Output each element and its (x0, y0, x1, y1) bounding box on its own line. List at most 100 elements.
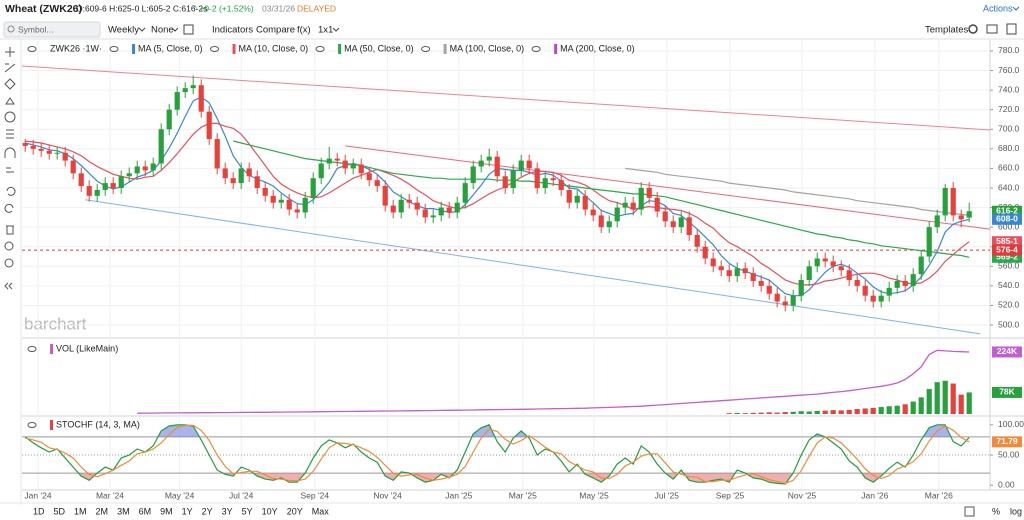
candle-body (238, 168, 244, 184)
delete-tool[interactable] (6, 225, 14, 235)
x-tick-label: Mar '26 (925, 490, 953, 500)
x-tick-label: Mar '25 (509, 490, 537, 500)
visibility-icon[interactable] (27, 46, 37, 52)
candle-body (22, 142, 28, 146)
zoom-out-tool[interactable] (4, 258, 14, 268)
layout-button[interactable]: 1x1 (318, 25, 333, 36)
legend-label: MA (100, Close, 0) (450, 43, 525, 53)
range-button[interactable]: 1M (74, 506, 87, 516)
visibility-icon[interactable] (27, 346, 37, 352)
x-tick-label: Sep '24 (301, 490, 330, 500)
camera-icon[interactable] (986, 24, 998, 34)
candle-body (702, 246, 708, 259)
candle-body (62, 152, 68, 161)
range-button[interactable]: 5Y (242, 506, 253, 516)
text-tool[interactable] (6, 167, 14, 173)
volume-bar (726, 413, 732, 414)
candle-body (470, 166, 476, 184)
redo-tool[interactable] (4, 203, 14, 213)
chart-type-icon[interactable] (183, 24, 194, 35)
range-button[interactable]: 6M (139, 506, 152, 516)
x-tick-label: May '25 (579, 490, 609, 500)
range-button[interactable]: 3Y (222, 506, 233, 516)
volume-bar (942, 380, 948, 414)
legend-swatch (50, 420, 53, 430)
visibility-icon[interactable] (421, 46, 431, 52)
volume-bar (878, 407, 884, 414)
candle-body (262, 188, 268, 196)
candle-body (158, 129, 164, 164)
visibility-icon[interactable] (27, 422, 37, 428)
x-tick-label: Mar '24 (96, 490, 124, 500)
volume-bar (830, 410, 836, 414)
range-button[interactable]: 2Y (202, 506, 213, 516)
candle-body (38, 148, 44, 151)
range-button[interactable]: 9M (160, 506, 173, 516)
y-tick-label: 640.0 (998, 182, 1020, 192)
zoom-in-tool[interactable] (4, 241, 14, 251)
delayed-status: DELAYED (297, 3, 336, 13)
fx-button[interactable]: f(x) (297, 25, 311, 36)
compare-button[interactable]: Compare (256, 25, 295, 36)
candle-body (134, 166, 140, 174)
candle-body (934, 215, 940, 228)
candle-body (670, 221, 676, 228)
collapse-tool[interactable] (4, 282, 13, 290)
fib-tool[interactable] (6, 129, 14, 139)
last-value-label: 71.79 (996, 436, 1018, 446)
visibility-icon[interactable] (109, 46, 119, 52)
undo-tool[interactable] (6, 186, 16, 196)
aggregation-button[interactable]: None (151, 25, 174, 36)
range-button[interactable]: 3M (117, 506, 130, 516)
symbol-title: Wheat (ZWK26) (5, 3, 82, 15)
visibility-icon[interactable] (315, 46, 325, 52)
candle-body (774, 293, 780, 302)
templates-button[interactable]: Templates (925, 25, 969, 36)
scale-button[interactable]: % (992, 506, 1000, 516)
volume-bar (774, 412, 780, 414)
dropdown-caret (332, 27, 340, 32)
fullscreen-icon[interactable] (1006, 23, 1017, 35)
shape-tool[interactable] (5, 97, 15, 105)
candle-body (246, 168, 252, 177)
range-button[interactable]: 2M (96, 506, 109, 516)
volume-bar (886, 406, 892, 414)
price-label-box (992, 236, 1022, 248)
candle-body (406, 199, 412, 203)
candle-body (606, 221, 612, 228)
trendline-tool[interactable] (4, 63, 16, 73)
candle-body (190, 85, 196, 89)
y-tick-label: 680.0 (998, 143, 1020, 153)
range-button[interactable]: 5D (54, 506, 66, 516)
range-button[interactable]: 1D (33, 506, 45, 516)
interval-button[interactable]: Weekly (108, 25, 139, 36)
candle-body (542, 178, 548, 188)
candle-body (78, 173, 84, 187)
candle-body (854, 280, 860, 286)
settings-icon[interactable] (968, 24, 978, 34)
scale-button[interactable]: log (1010, 506, 1022, 516)
pattern-tool[interactable] (4, 111, 16, 123)
visibility-icon[interactable] (531, 46, 541, 52)
candle-body (910, 274, 916, 286)
move-tool[interactable] (4, 78, 16, 90)
visibility-icon[interactable] (210, 46, 220, 52)
candle-body (926, 227, 932, 257)
change: ^ +9-2 (+1.52%) (193, 3, 254, 13)
crosshair-tool[interactable] (5, 47, 15, 57)
range-button[interactable]: 1Y (182, 506, 193, 516)
candle-body (206, 111, 212, 140)
range-button[interactable]: 20Y (287, 506, 303, 516)
actions-menu[interactable]: Actions (983, 3, 1013, 13)
candle-body (494, 156, 500, 177)
legend-swatch (232, 44, 236, 54)
calendar-icon[interactable] (964, 506, 975, 517)
symbol-input[interactable] (3, 21, 101, 38)
volume-bar (846, 409, 852, 414)
indicators-button[interactable]: Indicators (212, 25, 253, 36)
candle-body (918, 256, 924, 275)
magnet-tool[interactable] (4, 147, 16, 158)
volume-bar (782, 412, 788, 414)
range-button[interactable]: 10Y (262, 506, 278, 516)
range-button[interactable]: Max (312, 506, 330, 516)
